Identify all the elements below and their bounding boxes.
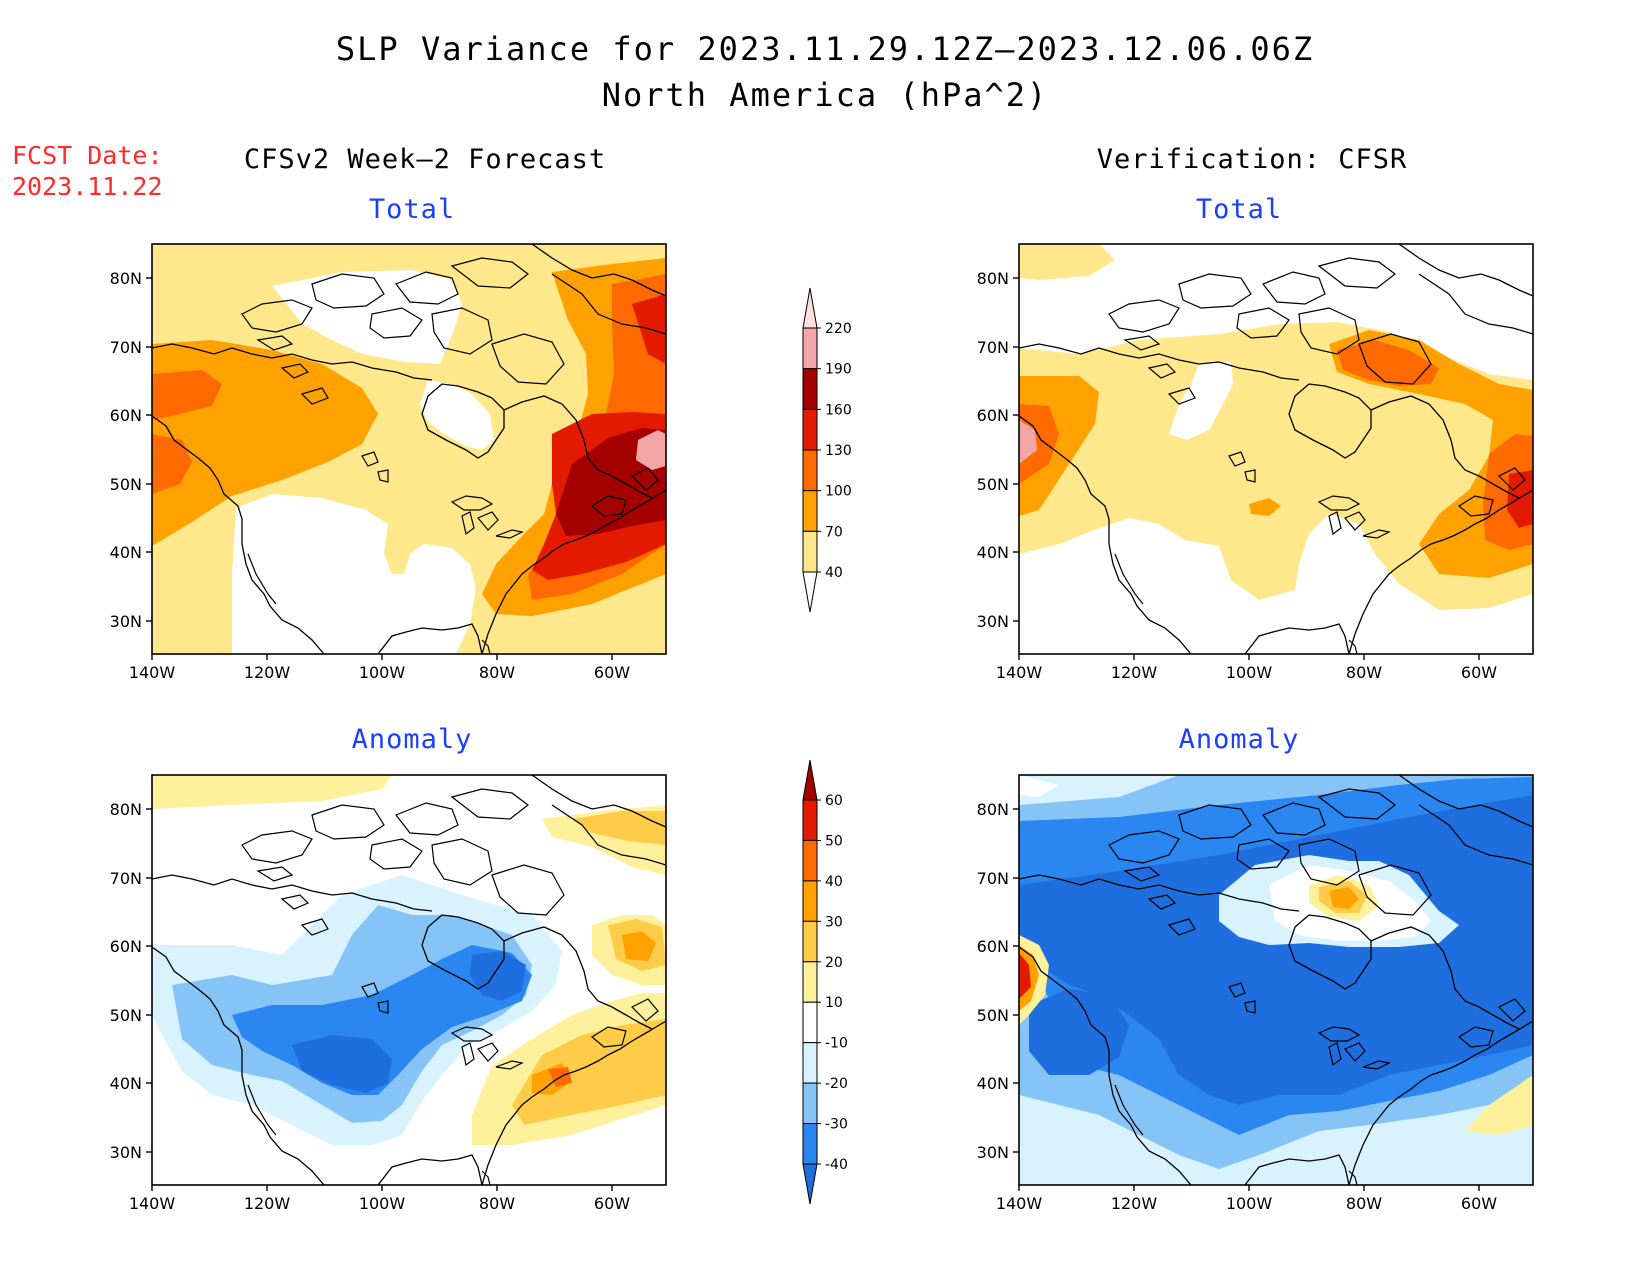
verification-total-title: Total <box>1195 194 1283 225</box>
colorbar-segment <box>802 961 818 1003</box>
total-colorbar: 40 70 100 130 160 190 220 <box>802 287 852 613</box>
colorbar-label: 60 <box>825 793 843 809</box>
lat-tick-label: 80N <box>977 269 1009 288</box>
colorbar-segment <box>802 799 818 841</box>
verification-anomaly-title: Anomaly <box>1178 724 1300 755</box>
lat-tick-label: 30N <box>110 1143 142 1162</box>
lat-tick-label: 80N <box>110 269 142 288</box>
lon-tick-label: 80W <box>1346 663 1382 682</box>
lat-tick-label: 30N <box>110 612 142 631</box>
lat-tick-label: 40N <box>977 543 1009 562</box>
lon-tick-label: 140W <box>996 663 1043 682</box>
colorbar-label: -30 <box>825 1117 848 1133</box>
lon-tick-label: 140W <box>129 1194 176 1213</box>
colorbar-segment <box>802 1001 818 1044</box>
lat-tick-label: 60N <box>110 406 142 425</box>
colorbar-label: -20 <box>825 1076 848 1092</box>
lon-tick-label: 60W <box>594 1194 630 1213</box>
colorbar-bottom-arrow <box>802 1163 818 1205</box>
lat-tick-label: 80N <box>977 800 1009 819</box>
colorbar-label: 40 <box>825 874 843 890</box>
colorbar-segment <box>802 408 818 451</box>
lat-tick-label: 70N <box>110 338 142 357</box>
lat-tick-label: 50N <box>977 1006 1009 1025</box>
colorbar-label: 130 <box>825 443 852 459</box>
lat-tick-label: 30N <box>977 1143 1009 1162</box>
axes-layer: 80N 70N 60N 50N 40N 30N 140W 120W 100W 80W 60W 80N 7… <box>110 269 1498 1213</box>
forecast-date-block: FCST Date: 2023.11.22 <box>12 140 163 202</box>
colorbar-segment <box>802 327 818 370</box>
forecast-date-value: 2023.11.22 <box>12 172 163 201</box>
lat-tick-label: 60N <box>977 937 1009 956</box>
lon-tick-label: 100W <box>359 663 406 682</box>
lat-tick-label: 50N <box>977 475 1009 494</box>
lon-tick-label: 100W <box>1226 663 1273 682</box>
colorbar-segment <box>802 449 818 492</box>
lon-tick-label: 120W <box>1111 663 1158 682</box>
lat-tick-label: 70N <box>977 869 1009 888</box>
anomaly-colorbar: -40 -30 -20 -10 10 20 30 40 50 60 <box>802 759 848 1205</box>
colorbar-segment <box>802 920 818 963</box>
lon-tick-label: 100W <box>359 1194 406 1213</box>
lat-tick-label: 70N <box>977 338 1009 357</box>
lon-tick-label: 60W <box>1461 1194 1497 1213</box>
verification-total-map <box>1018 243 1534 655</box>
lat-tick-label: 60N <box>977 406 1009 425</box>
lat-tick-label: 40N <box>110 1074 142 1093</box>
lat-tick-label: 50N <box>110 1006 142 1025</box>
lon-tick-label: 80W <box>479 663 515 682</box>
colorbar-label: -10 <box>825 1036 848 1052</box>
verification-column-title: Verification: CFSR <box>1096 144 1408 175</box>
colorbar-segment <box>802 1042 818 1084</box>
colorbar-segment <box>802 368 818 410</box>
forecast-anomaly-map <box>151 774 667 1186</box>
verification-anomaly-map <box>1018 774 1534 1186</box>
lon-tick-label: 60W <box>1461 663 1497 682</box>
forecast-total-map <box>151 243 667 655</box>
colorbar-label: 50 <box>825 833 843 849</box>
colorbar-label: 30 <box>825 914 843 930</box>
lon-tick-label: 140W <box>129 663 176 682</box>
colorbar-label: 220 <box>825 321 852 337</box>
forecast-anomaly-title: Anomaly <box>351 724 473 755</box>
lat-tick-label: 40N <box>977 1074 1009 1093</box>
forecast-total-title: Total <box>368 194 456 225</box>
colorbar-label: 100 <box>825 484 852 500</box>
colorbar-label: 20 <box>825 955 843 971</box>
forecast-column-title: CFSv2 Week—2 Forecast <box>243 144 607 175</box>
lon-tick-label: 80W <box>479 1194 515 1213</box>
colorbar-top-arrow <box>802 759 818 801</box>
lon-tick-label: 140W <box>996 1194 1043 1213</box>
lat-tick-label: 50N <box>110 475 142 494</box>
colorbar-top-arrow <box>802 287 818 329</box>
lon-tick-label: 80W <box>1346 1194 1382 1213</box>
colorbar-segment <box>802 839 818 882</box>
colorbar-label: -40 <box>825 1157 848 1173</box>
page-title: SLP Variance for 2023.11.29.12Z—2023.12.… <box>335 30 1315 68</box>
colorbar-label: 190 <box>825 362 852 378</box>
lon-tick-label: 100W <box>1226 1194 1273 1213</box>
lon-tick-label: 120W <box>1111 1194 1158 1213</box>
page-subtitle: North America (hPa^2) <box>601 76 1049 114</box>
colorbar-label: 40 <box>825 565 843 581</box>
colorbar-segment <box>802 1082 818 1125</box>
lon-tick-label: 120W <box>244 663 291 682</box>
colorbar-segment <box>802 880 818 922</box>
lon-tick-label: 60W <box>594 663 630 682</box>
colorbar-label: 70 <box>825 524 843 540</box>
forecast-date-label: FCST Date: <box>12 141 163 170</box>
lat-tick-label: 60N <box>110 937 142 956</box>
colorbar-label: 10 <box>825 995 843 1011</box>
lat-tick-label: 80N <box>110 800 142 819</box>
lat-tick-label: 40N <box>110 543 142 562</box>
colorbar-segment <box>802 490 818 532</box>
colorbar-label: 160 <box>825 402 852 418</box>
colorbar-bottom-arrow <box>802 571 818 613</box>
lat-tick-label: 30N <box>977 612 1009 631</box>
lat-tick-label: 70N <box>110 869 142 888</box>
colorbar-segment <box>802 1123 818 1165</box>
colorbar-segment <box>802 530 818 573</box>
lon-tick-label: 120W <box>244 1194 291 1213</box>
